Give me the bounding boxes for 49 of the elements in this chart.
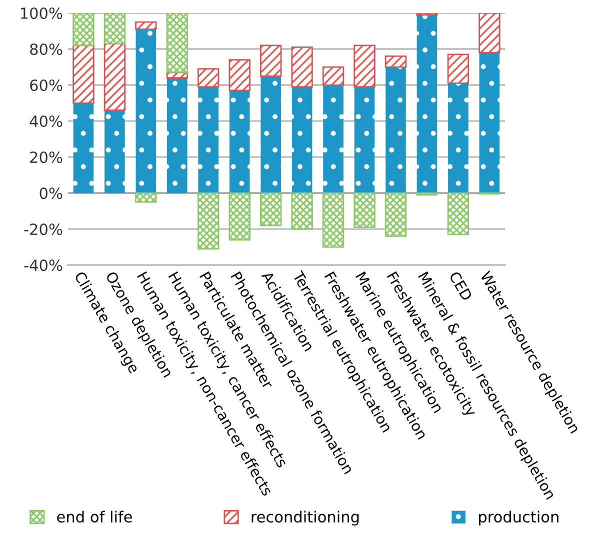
bar [322,66,344,86]
bar [386,67,406,194]
bar [447,192,470,236]
bar [292,86,312,194]
bar [73,103,94,194]
bar [384,56,407,68]
bar [104,13,126,44]
y-tick-label: 20% [30,151,62,164]
bar [447,54,470,84]
bar [167,78,188,194]
y-tick-label: 40% [30,115,62,128]
bar [166,13,188,74]
bar [135,192,157,203]
bar [291,46,313,88]
bar [478,13,500,54]
bar [228,192,250,241]
bar [354,44,376,88]
y-tick-label: 60% [30,79,62,92]
bar [291,192,313,230]
bar [136,29,156,194]
bar [260,192,282,226]
y-tick-label: 0% [40,187,62,200]
bar [104,42,126,111]
bar [104,110,125,194]
bar [448,83,468,194]
bar [135,21,157,30]
bar [229,90,250,194]
y-tick-label: 100% [20,7,62,20]
legend-label: end of life [57,510,132,523]
bar [323,85,344,194]
bar [198,86,219,194]
y-tick-label: -40% [24,260,62,272]
bar [416,14,438,194]
legend-label: production [479,510,558,526]
bar [322,192,344,248]
bar [72,44,94,104]
bar [260,76,281,194]
bar [198,192,220,250]
bar [354,86,375,194]
bar [228,59,250,92]
bar [479,52,500,194]
y-tick-label: -20% [24,224,62,236]
bar [354,192,376,228]
legend-label: reconditioning [252,510,359,526]
bar [72,13,94,46]
y-tick-label: 80% [30,43,62,56]
bar [260,44,282,77]
bar [384,192,407,237]
bar [198,68,220,88]
